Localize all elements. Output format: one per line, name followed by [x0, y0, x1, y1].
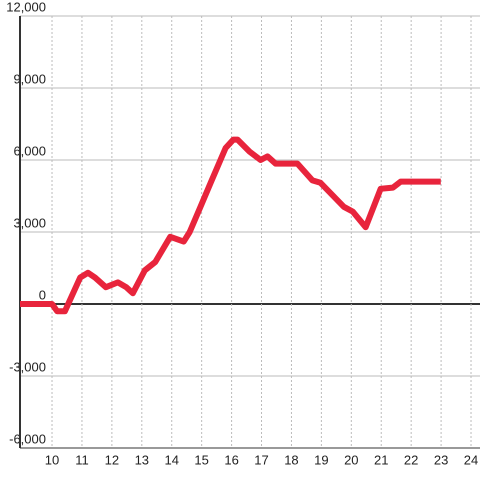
x-tick-label: 13 [135, 452, 149, 467]
x-tick-label: 21 [374, 452, 388, 467]
y-tick-label: -6,000 [9, 431, 46, 446]
x-tick-label: 11 [75, 452, 89, 467]
x-tick-label: 17 [254, 452, 268, 467]
x-tick-label: 16 [224, 452, 238, 467]
x-tick-label: 10 [45, 452, 59, 467]
x-tick-label: 14 [165, 452, 179, 467]
x-tick-label: 15 [194, 452, 208, 467]
y-tick-label: 0 [39, 287, 46, 302]
y-tick-label: 9,000 [13, 71, 46, 86]
data-line [20, 136, 441, 315]
x-tick-label: 22 [404, 452, 418, 467]
x-tick-label: 19 [314, 452, 328, 467]
y-tick-label: 6,000 [13, 143, 46, 158]
x-tick-label: 12 [105, 452, 119, 467]
x-tick-label: 20 [344, 452, 358, 467]
y-tick-label: 3,000 [13, 215, 46, 230]
x-tick-label: 23 [434, 452, 448, 467]
y-tick-label: -3,000 [9, 359, 46, 374]
x-tick-label: 18 [284, 452, 298, 467]
x-tick-label: 24 [464, 452, 478, 467]
y-tick-label: 12,000 [6, 0, 46, 14]
